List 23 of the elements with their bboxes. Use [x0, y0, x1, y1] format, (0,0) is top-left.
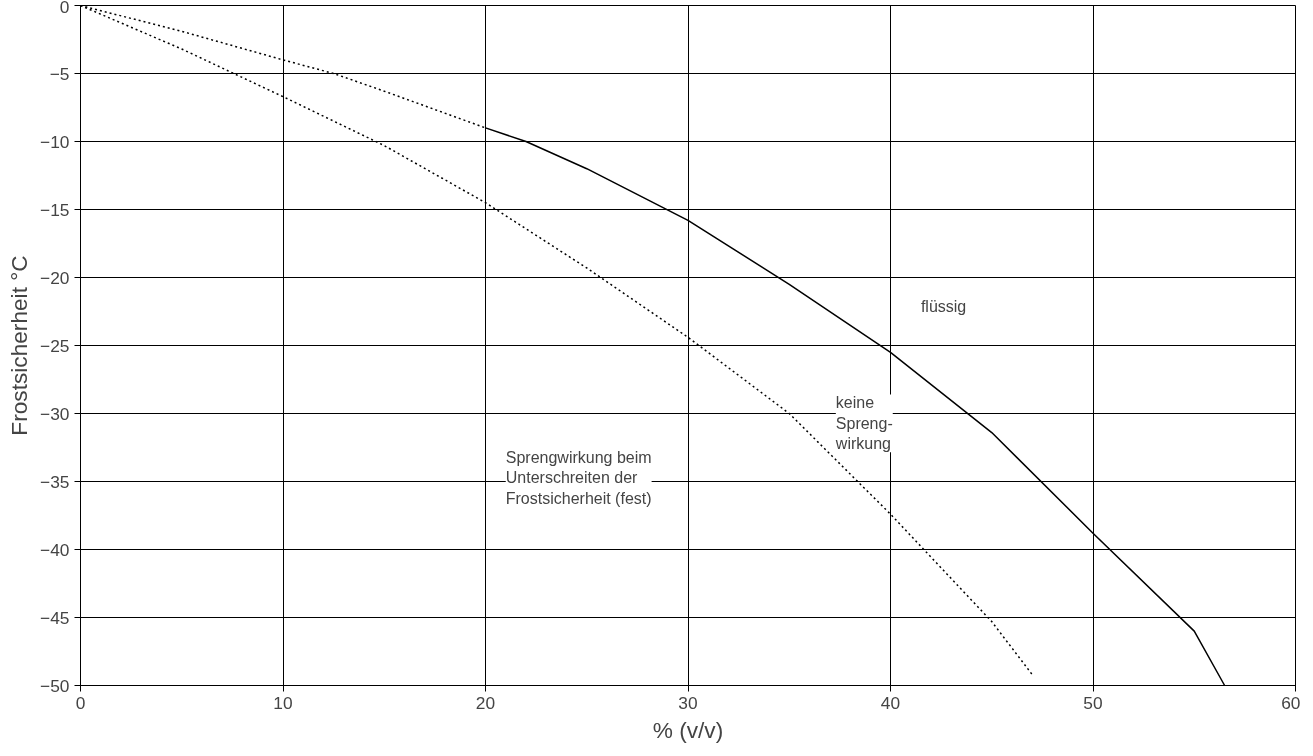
x-axis-title: % (v/v)	[652, 716, 724, 743]
x-tick-label: 20	[475, 692, 496, 713]
y-tick-label: −35	[40, 471, 70, 492]
y-tick-label: −20	[40, 267, 70, 288]
y-tick-label: −45	[40, 607, 70, 628]
y-tick-label: 0	[59, 0, 70, 17]
x-tick-label: 60	[1281, 692, 1301, 713]
y-tick-label: −25	[40, 335, 70, 356]
x-tick-label: 0	[75, 692, 86, 713]
x-tick-label: 50	[1083, 692, 1103, 713]
y-tick-label: −40	[40, 539, 70, 560]
y-tick-label: −10	[40, 131, 70, 152]
y-tick-label: −15	[40, 199, 70, 220]
x-tick-label: 30	[678, 692, 698, 713]
y-tick-label: −5	[49, 63, 70, 84]
y-tick-label: −30	[40, 403, 70, 424]
annotation: keine Spreng- wirkung	[834, 394, 893, 453]
x-tick-label: 10	[273, 692, 293, 713]
x-tick-label: 40	[880, 692, 901, 713]
y-tick-label: −50	[40, 675, 70, 696]
annotation: Sprengwirkung beim Unterschreiten der Frostsicherheit (fest)	[505, 448, 652, 507]
annotation: flüssig	[920, 297, 967, 315]
y-axis-title: Frostsicherheit °C	[6, 255, 33, 436]
